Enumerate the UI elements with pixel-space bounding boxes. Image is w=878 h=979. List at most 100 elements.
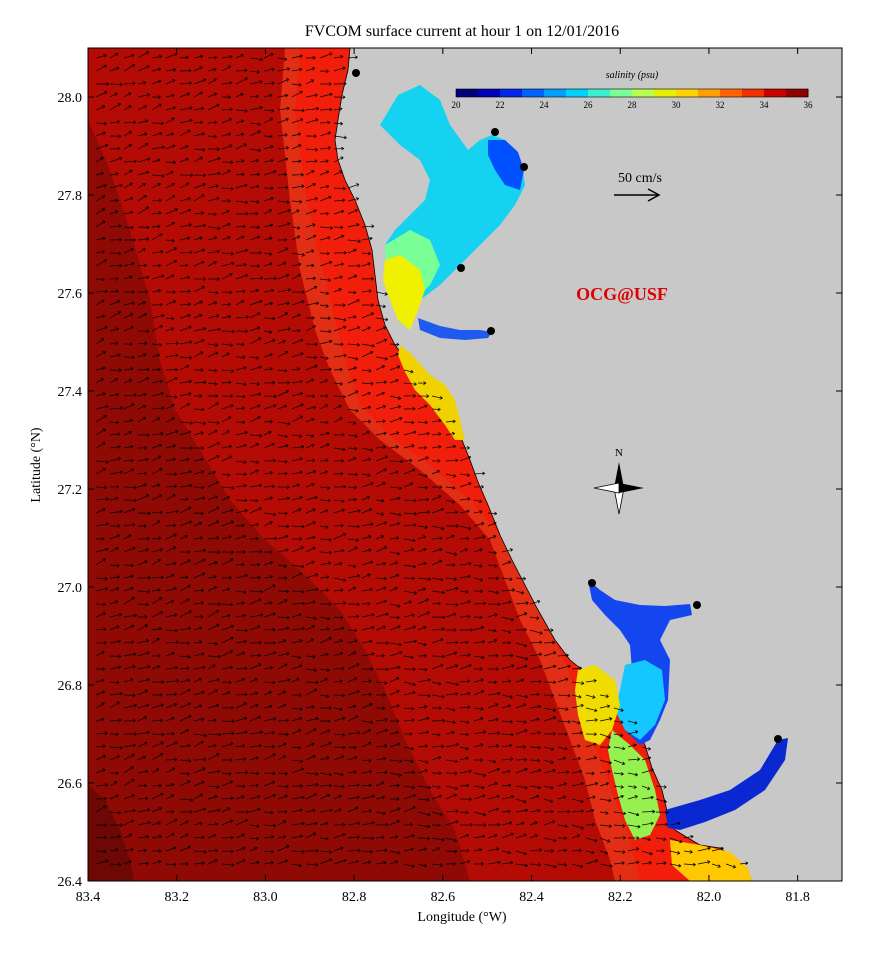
current-vector-arrow — [319, 329, 332, 334]
current-vector-arrow — [235, 342, 245, 347]
current-vector-arrow — [291, 664, 303, 670]
current-vector-arrow — [235, 235, 245, 241]
current-vector-arrow — [305, 67, 316, 72]
current-vector-arrow — [361, 758, 372, 763]
current-vector-arrow — [487, 847, 500, 852]
current-vector-arrow — [109, 587, 120, 592]
current-vector-arrow — [613, 720, 624, 724]
current-vector-arrow — [179, 145, 189, 150]
current-vector-arrow — [235, 509, 248, 514]
current-vector-arrow — [95, 442, 106, 449]
current-vector-arrow — [333, 693, 346, 698]
current-vector-arrow — [179, 129, 191, 137]
current-vector-arrow — [137, 471, 147, 475]
current-vector-arrow — [193, 733, 207, 738]
current-vector-arrow — [95, 184, 107, 189]
current-vector-arrow — [221, 796, 234, 801]
current-vector-arrow — [277, 564, 287, 568]
current-vector-arrow — [333, 577, 347, 582]
current-vector-arrow — [165, 767, 176, 774]
current-vector-arrow — [305, 495, 318, 501]
current-vector-arrow — [235, 200, 249, 205]
current-vector-arrow — [543, 809, 554, 814]
current-vector-arrow — [165, 182, 175, 189]
current-vector-arrow — [179, 325, 192, 332]
current-vector-arrow — [263, 744, 275, 749]
current-vector-arrow — [333, 394, 346, 399]
current-vector-arrow — [109, 66, 120, 72]
current-vector-arrow — [109, 378, 119, 384]
current-vector-arrow — [431, 495, 442, 501]
current-vector-arrow — [235, 562, 245, 567]
current-vector-arrow — [179, 106, 193, 111]
current-vector-arrow — [683, 850, 693, 854]
current-vector-arrow — [235, 132, 245, 137]
current-vector-arrow — [137, 81, 147, 85]
current-vector-arrow — [403, 369, 414, 374]
current-vector-arrow — [543, 759, 554, 764]
current-vector-arrow — [585, 694, 596, 699]
current-vector-arrow — [151, 468, 163, 475]
current-vector-arrow — [459, 823, 473, 827]
colorbar-swatch — [764, 89, 787, 97]
current-vector-arrow — [235, 833, 245, 839]
current-vector-arrow — [137, 225, 150, 230]
current-vector-arrow — [123, 546, 136, 553]
current-vector-arrow — [305, 782, 319, 787]
current-vector-arrow — [333, 317, 347, 322]
current-vector-arrow — [151, 626, 163, 631]
current-vector-arrow — [95, 91, 108, 98]
current-vector-arrow — [277, 133, 288, 137]
current-vector-arrow — [179, 340, 193, 345]
current-vector-arrow — [375, 599, 387, 605]
current-vector-arrow — [249, 663, 262, 670]
current-vector-arrow — [347, 299, 360, 306]
current-vector-arrow — [333, 404, 342, 410]
current-vector-arrow — [669, 850, 681, 855]
current-vector-arrow — [347, 821, 361, 826]
current-vector-arrow — [179, 81, 192, 86]
current-vector-arrow — [277, 209, 291, 215]
current-vector-arrow — [277, 690, 287, 696]
current-vector-arrow — [179, 798, 194, 802]
current-vector-arrow — [417, 525, 428, 529]
x-tick-label: 83.0 — [253, 890, 278, 905]
current-vector-arrow — [207, 743, 217, 748]
current-vector-arrow — [179, 820, 189, 826]
current-vector-arrow — [207, 249, 220, 254]
current-vector-arrow — [389, 642, 402, 647]
current-vector-arrow — [137, 651, 150, 657]
current-vector-arrow — [151, 536, 162, 541]
current-vector-arrow — [319, 550, 332, 555]
current-vector-arrow — [151, 783, 162, 788]
current-vector-arrow — [249, 365, 262, 371]
current-vector-arrow — [529, 848, 542, 852]
current-vector-arrow — [221, 107, 233, 112]
current-vector-arrow — [333, 639, 343, 644]
current-vector-arrow — [403, 667, 416, 671]
current-vector-arrow — [445, 820, 459, 826]
current-vector-arrow — [95, 404, 109, 410]
current-vector-arrow — [207, 67, 217, 72]
current-vector-arrow — [109, 665, 122, 670]
current-vector-arrow — [627, 772, 638, 777]
current-vector-arrow — [403, 482, 413, 488]
current-vector-arrow — [529, 794, 540, 800]
current-vector-arrow — [459, 664, 472, 670]
current-vector-arrow — [361, 236, 373, 241]
y-tick-label: 26.4 — [58, 875, 83, 890]
current-vector-arrow — [361, 419, 371, 424]
current-vector-arrow — [487, 833, 498, 839]
current-vector-arrow — [165, 509, 179, 514]
current-vector-arrow — [151, 703, 164, 709]
colorbar-swatch — [500, 89, 523, 97]
current-vector-arrow — [249, 613, 264, 618]
current-vector-arrow — [165, 274, 175, 280]
current-vector-arrow — [319, 836, 329, 841]
current-vector-arrow — [235, 262, 247, 267]
current-vector-arrow — [585, 837, 598, 843]
current-vector-arrow — [263, 353, 273, 358]
current-vector-arrow — [151, 548, 163, 553]
x-axis-label: Longitude (°W) — [417, 910, 507, 925]
current-vector-arrow — [417, 730, 430, 735]
